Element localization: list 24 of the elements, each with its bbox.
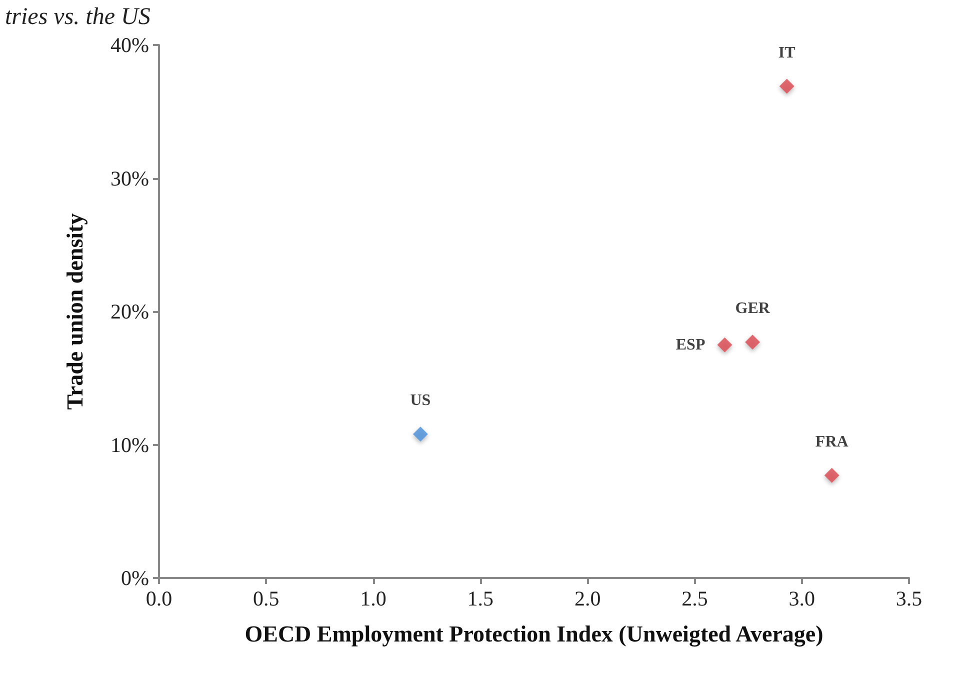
point bbox=[779, 78, 794, 94]
x-tick-label: 0.5 bbox=[253, 586, 280, 610]
y-axis-title: Trade union density bbox=[62, 212, 88, 410]
series-label: FRA bbox=[815, 433, 849, 450]
series-label: US bbox=[410, 392, 431, 410]
y-tick-label: 30% bbox=[110, 166, 149, 190]
point bbox=[745, 334, 760, 350]
y-tick-label: 10% bbox=[110, 432, 149, 457]
x-tick-label: 1.0 bbox=[360, 586, 386, 610]
series-label: GER bbox=[735, 300, 770, 318]
x-tick-label: 2.5 bbox=[682, 586, 708, 610]
series-label: ESP bbox=[676, 336, 706, 354]
x-tick-label: 1.5 bbox=[467, 586, 494, 610]
x-tick-label: 2.0 bbox=[574, 586, 601, 610]
y-tick-label: 20% bbox=[110, 300, 149, 324]
chart-title: tries vs. the US bbox=[5, 4, 150, 30]
x-axis-title: OECD Employment Protection Index (Unweigted Average) bbox=[244, 622, 824, 648]
x-tick-label: 3.0 bbox=[788, 586, 815, 610]
point bbox=[717, 337, 732, 352]
x-tick-label: 3.5 bbox=[896, 586, 922, 610]
point bbox=[824, 468, 840, 483]
series-label: IT bbox=[778, 44, 796, 62]
point bbox=[412, 426, 428, 442]
y-tick-label: 40% bbox=[110, 33, 149, 57]
